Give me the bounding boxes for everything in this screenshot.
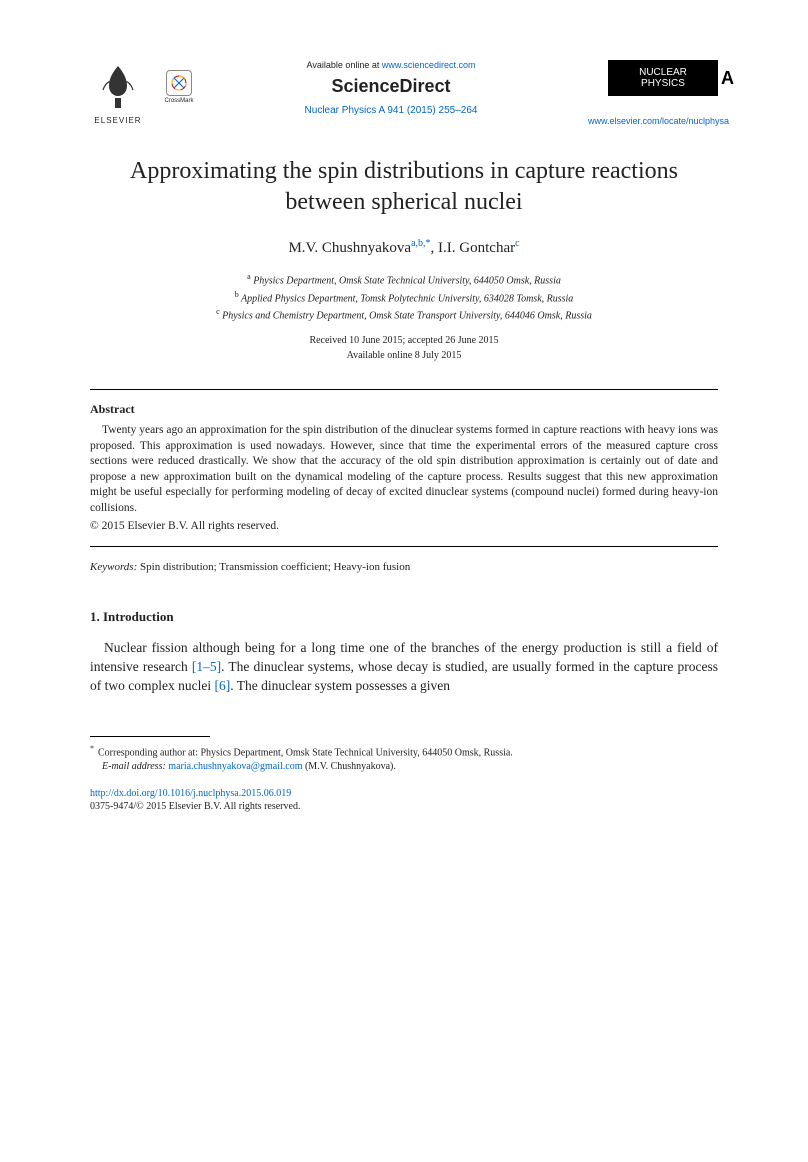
affiliation-c: c Physics and Chemistry Department, Omsk…	[90, 306, 718, 323]
sciencedirect-url[interactable]: www.sciencedirect.com	[382, 60, 476, 70]
footnote-rule	[90, 736, 210, 737]
affiliations: a Physics Department, Omsk State Technic…	[90, 271, 718, 323]
available-date: Available online 8 July 2015	[90, 350, 718, 361]
footnote-star: *	[90, 744, 94, 753]
header-right: NUCLEAR PHYSICS A www.elsevier.com/locat…	[588, 60, 718, 126]
header-left: ELSEVIER CrossMark	[90, 60, 194, 125]
journal-citation[interactable]: Nuclear Physics A 941 (2015) 255–264	[204, 105, 578, 116]
footnote-email-label: E-mail address:	[102, 761, 168, 772]
keywords-label: Keywords:	[90, 561, 140, 573]
author-2: I.I. Gontcharc	[438, 240, 520, 256]
author-2-affil: c	[515, 238, 519, 249]
available-online: Available online at www.sciencedirect.co…	[204, 60, 578, 70]
crossmark-badge[interactable]: CrossMark	[164, 70, 194, 104]
abstract-text: Twenty years ago an approximation for th…	[90, 423, 718, 516]
rule-top	[90, 389, 718, 390]
affiliation-b: b Applied Physics Department, Tomsk Poly…	[90, 289, 718, 306]
keywords: Keywords: Spin distribution; Transmissio…	[90, 561, 718, 573]
crossmark-icon	[166, 70, 192, 96]
keywords-text: Spin distribution; Transmission coeffici…	[140, 561, 410, 573]
np-letter: A	[721, 68, 734, 89]
available-prefix: Available online at	[307, 60, 382, 70]
section-1-paragraph: Nuclear fission although being for a lon…	[90, 639, 718, 696]
affil-a-sup: a	[247, 272, 251, 281]
np-line1: NUCLEAR	[639, 67, 687, 78]
affil-b-sup: b	[235, 290, 239, 299]
cite-6[interactable]: [6]	[214, 678, 230, 693]
affiliation-a: a Physics Department, Omsk State Technic…	[90, 271, 718, 288]
header: ELSEVIER CrossMark Available online at w…	[90, 60, 718, 126]
nuclear-physics-badge: NUCLEAR PHYSICS A	[608, 60, 718, 96]
np-line2: PHYSICS	[641, 78, 685, 89]
author-sep: ,	[431, 240, 439, 256]
footnote-email-suffix: (M.V. Chushnyakova).	[302, 761, 395, 772]
crossmark-label: CrossMark	[164, 98, 193, 104]
p1-text-c: . The dinuclear system possesses a given	[230, 678, 450, 693]
cite-1-5[interactable]: [1–5]	[192, 659, 221, 674]
author-2-name: I.I. Gontchar	[438, 240, 515, 256]
elsevier-label: ELSEVIER	[94, 116, 141, 125]
section-1-heading: 1. Introduction	[90, 609, 718, 625]
article-title: Approximating the spin distributions in …	[90, 156, 718, 218]
affil-c-text: Physics and Chemistry Department, Omsk S…	[222, 310, 592, 321]
header-center: Available online at www.sciencedirect.co…	[204, 60, 578, 116]
authors: M.V. Chushnyakovaa,b,*, I.I. Gontcharc	[90, 238, 718, 257]
abstract-copyright: © 2015 Elsevier B.V. All rights reserved…	[90, 520, 718, 532]
doi-link[interactable]: http://dx.doi.org/10.1016/j.nuclphysa.20…	[90, 788, 718, 799]
issn-copyright: 0375-9474/© 2015 Elsevier B.V. All right…	[90, 801, 718, 812]
affil-b-text: Applied Physics Department, Tomsk Polyte…	[241, 293, 573, 304]
abstract-heading: Abstract	[90, 402, 718, 417]
received-accepted-dates: Received 10 June 2015; accepted 26 June …	[90, 335, 718, 346]
elsevier-logo[interactable]: ELSEVIER	[90, 60, 146, 125]
locate-link[interactable]: www.elsevier.com/locate/nuclphysa	[588, 116, 718, 126]
affil-c-sup: c	[216, 307, 220, 316]
rule-mid	[90, 546, 718, 547]
affil-a-text: Physics Department, Omsk State Technical…	[253, 276, 561, 287]
author-1-name: M.V. Chushnyakova	[288, 240, 411, 256]
author-1-affil: a,b,	[411, 238, 425, 249]
footnote-corr-text: Corresponding author at: Physics Departm…	[98, 747, 513, 758]
sciencedirect-logo[interactable]: ScienceDirect	[204, 76, 578, 97]
footnote-email[interactable]: maria.chushnyakova@gmail.com	[168, 761, 302, 772]
corresponding-author-footnote: * Corresponding author at: Physics Depart…	[90, 743, 718, 774]
elsevier-tree-icon	[91, 60, 145, 114]
author-1: M.V. Chushnyakovaa,b,*	[288, 240, 430, 256]
